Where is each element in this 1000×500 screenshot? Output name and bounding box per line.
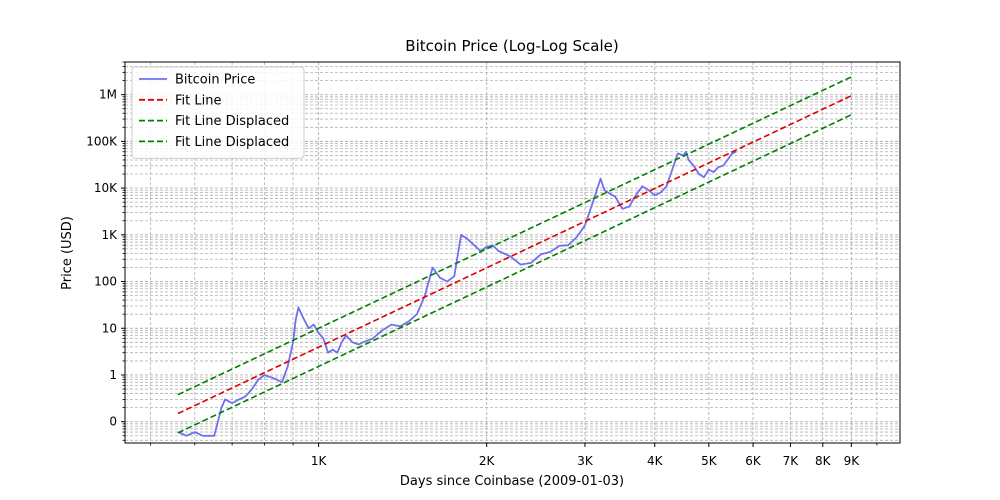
y-tick-label: 1K [101, 228, 118, 242]
series-line-2 [177, 76, 852, 396]
plot-series [177, 76, 852, 437]
y-tick-label: 0 [109, 415, 117, 429]
legend-label: Fit Line [175, 93, 221, 108]
chart-title: Bitcoin Price (Log-Log Scale) [405, 37, 618, 55]
legend-label: Fit Line Displaced [175, 114, 289, 129]
y-axis-label: Price (USD) [60, 216, 75, 290]
x-tick-label: 4K [647, 454, 664, 468]
y-tick-label: 100 [94, 275, 117, 289]
x-tick-label: 1K [311, 454, 328, 468]
series-line-3 [177, 114, 852, 434]
y-tick-label: 10 [102, 321, 117, 335]
x-tick-label: 2K [479, 454, 496, 468]
x-tick-label: 9K [844, 454, 861, 468]
series-line-0 [177, 150, 737, 437]
grid-minor [125, 61, 900, 443]
x-tick-label: 3K [577, 454, 594, 468]
plot-frame [124, 61, 901, 444]
legend-label: Bitcoin Price [175, 73, 255, 88]
y-tick-label: 1M [99, 88, 117, 102]
y-tick-label: 10K [94, 181, 118, 195]
x-tick-label: 6K [745, 454, 762, 468]
x-axis-ticks: 1K 2K 3K 4K 5K 6K 7K 8K 9K [150, 443, 878, 468]
legend-label: Fit Line Displaced [175, 135, 289, 150]
x-tick-label: 5K [701, 454, 718, 468]
grid-major [125, 62, 900, 443]
x-tick-label: 8K [815, 454, 832, 468]
x-axis-label: Days since Coinbase (2009-01-03) [400, 474, 624, 489]
legend-box [131, 66, 305, 159]
y-tick-label: 100K [86, 134, 118, 148]
series-line-1 [177, 94, 852, 415]
y-axis-ticks: 0 1 10 100 1K 10K 100K 1M [86, 61, 125, 441]
y-tick-label: 1 [109, 368, 117, 382]
x-tick-label: 7K [783, 454, 800, 468]
legend: Bitcoin Price Fit Line Fit Line Displaced F… [131, 66, 305, 159]
